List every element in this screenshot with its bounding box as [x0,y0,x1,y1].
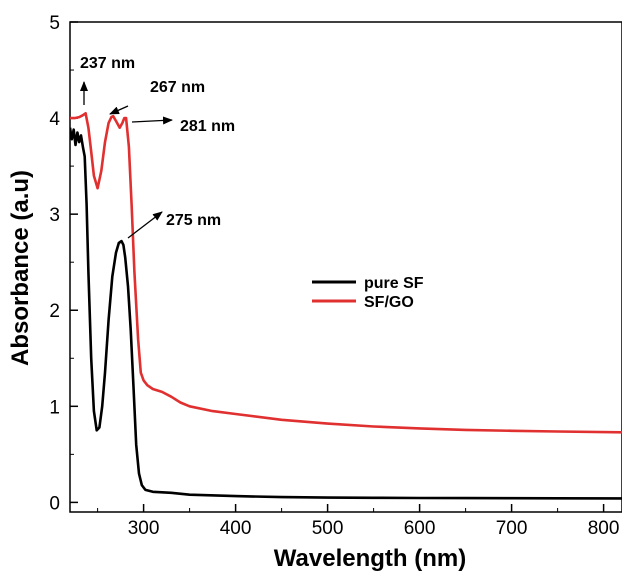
x-tick-label: 800 [588,518,620,539]
y-tick-label: 0 [49,493,60,514]
y-axis-ticks: 0 1 2 3 4 5 [49,13,78,514]
annotation-arrow [109,105,129,115]
y-tick-label: 3 [49,205,60,226]
x-tick-label: 300 [128,518,160,539]
y-tick-label: 5 [49,13,60,34]
x-axis-title: Wavelength (nm) [274,545,466,571]
x-tick-label: 400 [220,518,252,539]
x-tick-label: 600 [404,518,436,539]
y-tick-label: 4 [49,109,60,130]
legend: pure SF SF/GO [312,275,424,311]
annotation-label: 275 nm [166,212,221,229]
annotation-label: 267 nm [150,79,205,96]
series-line-sf-go [70,112,622,434]
annotation-label: 237 nm [80,55,135,72]
x-tick-label: 500 [312,518,344,539]
x-tick-label: 700 [496,518,528,539]
series-line-pure-sf [70,127,622,500]
annotations: 237 nm 267 nm 281 nm 275 nm [80,55,235,239]
y-tick-label: 2 [49,301,60,322]
x-axis-ticks: 300 400 500 600 700 800 [97,504,620,539]
y-axis-title: Absorbance (a.u) [7,170,34,366]
y-tick-label: 1 [49,397,60,418]
annotation-arrow [131,116,173,125]
annotation-arrow [127,211,163,239]
legend-label-sf-go: SF/GO [364,294,414,311]
annotation-label: 281 nm [180,118,235,135]
series-group [70,112,622,500]
plot-frame [69,21,622,513]
legend-label-pure-sf: pure SF [364,275,424,292]
